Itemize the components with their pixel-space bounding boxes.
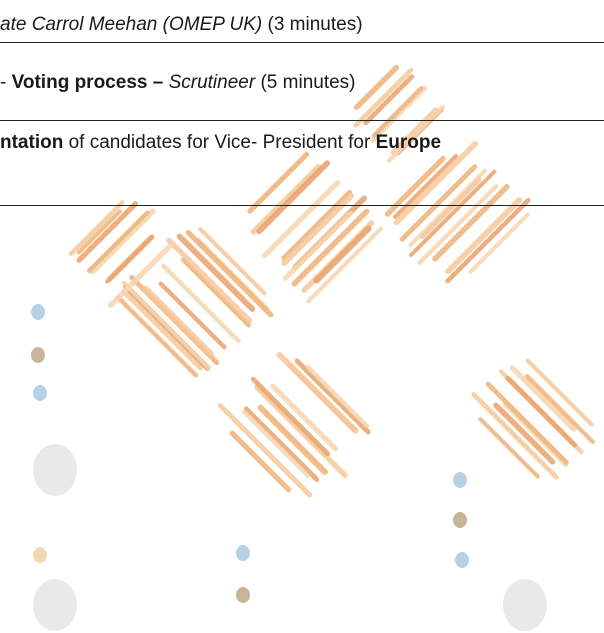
dot — [455, 552, 469, 568]
agenda-line: - Voting process – Scrutineer (5 minutes… — [0, 72, 356, 94]
agenda-line: ate Carrol Meehan (OMEP UK) (3 minutes) — [0, 14, 363, 36]
pattern-stroke — [259, 163, 327, 231]
pattern-stroke — [308, 367, 367, 426]
text-segment: Voting process – — [12, 72, 169, 93]
page: {"rows": [ {"segments": [{"text": "ate C… — [0, 0, 604, 633]
dot — [31, 304, 45, 320]
map-silhouette — [503, 579, 547, 631]
pattern-stroke — [397, 144, 476, 223]
text-segment: (3 minutes) — [262, 14, 362, 35]
dot — [453, 472, 467, 488]
pattern-stroke — [474, 395, 557, 478]
dot — [453, 512, 467, 528]
pattern-stroke — [111, 244, 172, 305]
dot — [31, 347, 45, 363]
map-silhouette — [33, 444, 77, 496]
text-segment: Scrutineer — [169, 72, 256, 93]
dot — [236, 587, 250, 603]
dot — [33, 385, 47, 401]
dot — [33, 547, 47, 563]
pattern-stroke — [448, 200, 529, 281]
divider — [0, 120, 604, 121]
text-segment: ate Carrol Meehan (OMEP UK) — [0, 14, 262, 35]
pattern-stroke — [250, 154, 307, 211]
pattern-stroke — [273, 386, 335, 448]
text-segment: ntation — [0, 132, 63, 153]
text-segment: of candidates for Vice- President for — [63, 132, 375, 153]
pattern-stroke — [366, 77, 412, 123]
agenda-line: ntation of candidates for Vice- Presiden… — [0, 132, 441, 154]
pattern-stroke — [294, 211, 366, 283]
text-segment: Europe — [376, 132, 441, 153]
background-pattern — [0, 0, 604, 633]
map-silhouette — [33, 579, 77, 631]
divider — [0, 42, 604, 43]
text-segment: - — [0, 72, 12, 93]
divider — [0, 205, 604, 206]
text-segment: (5 minutes) — [255, 72, 355, 93]
dot — [236, 545, 250, 561]
